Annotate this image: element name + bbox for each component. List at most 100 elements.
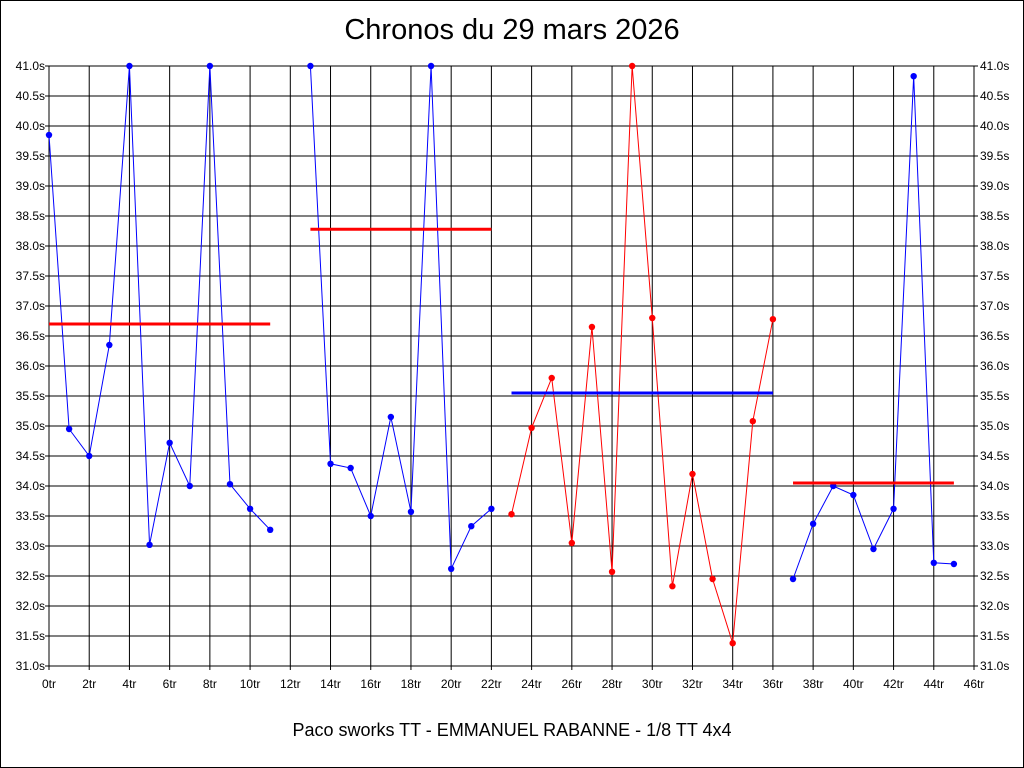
data-point bbox=[749, 418, 757, 425]
y-tick-label-right: 36.0s bbox=[980, 359, 1009, 373]
data-point bbox=[126, 62, 133, 70]
series-line bbox=[511, 65, 774, 644]
data-point bbox=[447, 565, 455, 572]
data-point bbox=[548, 374, 555, 382]
data-point bbox=[146, 541, 153, 548]
y-tick-label-right: 37.5s bbox=[980, 269, 1009, 283]
y-tick-label-right: 39.0s bbox=[980, 179, 1009, 193]
y-tick-label-right: 36.5s bbox=[980, 329, 1009, 343]
grid-lines bbox=[45, 65, 978, 670]
y-tick-label-right: 40.5s bbox=[980, 89, 1009, 103]
y-ticks-left: 31.0s 31.5s 32.0s 32.5s 33.0s 33.5s 34.0s 34.5s… bbox=[16, 59, 45, 673]
y-tick-label-left: 40.0s bbox=[16, 119, 45, 133]
y-tick-label-right: 31.0s bbox=[980, 659, 1009, 673]
data-point bbox=[45, 131, 53, 139]
x-tick-label: 0tr bbox=[42, 677, 56, 691]
data-point bbox=[86, 452, 93, 460]
y-tick-label-left: 31.0s bbox=[16, 659, 45, 673]
data-point bbox=[608, 568, 616, 575]
data-point bbox=[809, 520, 817, 527]
y-tick-label-right: 38.0s bbox=[980, 239, 1009, 253]
y-tick-label-right: 34.0s bbox=[980, 479, 1009, 493]
y-tick-label-left: 39.5s bbox=[16, 149, 45, 163]
data-point bbox=[709, 575, 716, 583]
x-tick-label: 42tr bbox=[883, 677, 904, 691]
data-point bbox=[65, 425, 73, 433]
x-ticks: 0tr 2tr 4tr 6tr 8tr 10tr 12tr 14tr 16tr 18tr 20tr 2… bbox=[42, 677, 984, 691]
data-point bbox=[890, 505, 897, 512]
y-tick-label-left: 38.0s bbox=[16, 239, 45, 253]
y-ticks-right: 31.0s 31.5s 32.0s 32.5s 33.0s 33.5s 34.0s 34.5s… bbox=[980, 59, 1009, 673]
y-tick-label-left: 37.5s bbox=[16, 269, 45, 283]
chart-title: Chronos du 29 mars 2026 bbox=[344, 14, 680, 46]
y-tick-label-right: 35.0s bbox=[980, 419, 1009, 433]
data-point bbox=[870, 545, 877, 553]
data-point bbox=[649, 314, 656, 322]
y-tick-label-left: 31.5s bbox=[16, 629, 45, 643]
y-tick-label-right: 39.5s bbox=[980, 149, 1009, 163]
y-tick-label-right: 31.5s bbox=[980, 629, 1009, 643]
x-tick-label: 20tr bbox=[441, 677, 462, 691]
y-tick-label-left: 33.0s bbox=[16, 539, 45, 553]
y-tick-label-left: 34.0s bbox=[16, 479, 45, 493]
data-point bbox=[427, 62, 435, 70]
y-tick-label-left: 36.5s bbox=[16, 329, 45, 343]
data-point bbox=[387, 413, 395, 421]
y-tick-label-right: 33.0s bbox=[980, 539, 1009, 553]
data-point bbox=[488, 505, 495, 512]
data-point bbox=[669, 583, 676, 590]
x-tick-label: 34tr bbox=[722, 677, 743, 691]
y-tick-label-right: 41.0s bbox=[980, 59, 1009, 73]
x-tick-label: 24tr bbox=[521, 677, 542, 691]
data-point bbox=[367, 512, 374, 520]
data-point bbox=[528, 424, 535, 431]
y-tick-label-left: 41.0s bbox=[16, 59, 45, 73]
data-point bbox=[930, 559, 937, 566]
x-tick-label: 26tr bbox=[561, 677, 582, 691]
data-point bbox=[628, 62, 636, 70]
series-line bbox=[48, 65, 271, 545]
y-tick-label-right: 35.5s bbox=[980, 389, 1009, 403]
y-tick-label-right: 32.5s bbox=[980, 569, 1009, 583]
data-point bbox=[789, 575, 797, 583]
x-tick-label: 40tr bbox=[843, 677, 864, 691]
y-tick-label-right: 40.0s bbox=[980, 119, 1009, 133]
x-tick-label: 28tr bbox=[602, 677, 623, 691]
data-point bbox=[910, 73, 917, 80]
data-point bbox=[468, 523, 475, 530]
x-tick-label: 22tr bbox=[481, 677, 502, 691]
y-tick-label-left: 32.0s bbox=[16, 599, 45, 613]
data-point bbox=[407, 508, 415, 515]
data-point bbox=[689, 470, 696, 478]
y-tick-label-left: 37.0s bbox=[16, 299, 45, 313]
data-point bbox=[166, 439, 173, 446]
data-point bbox=[588, 323, 596, 331]
x-tick-label: 8tr bbox=[203, 677, 217, 691]
data-point bbox=[729, 640, 736, 647]
data-point bbox=[568, 539, 576, 547]
data-point bbox=[769, 316, 777, 323]
x-tick-label: 14tr bbox=[320, 677, 341, 691]
data-point bbox=[508, 511, 515, 518]
y-tick-label-left: 40.5s bbox=[16, 89, 45, 103]
series-group bbox=[45, 62, 958, 647]
x-tick-label: 12tr bbox=[280, 677, 301, 691]
data-point bbox=[186, 482, 193, 490]
data-point bbox=[307, 62, 314, 70]
x-tick-label: 30tr bbox=[642, 677, 663, 691]
y-tick-label-right: 33.5s bbox=[980, 509, 1009, 523]
y-tick-label-left: 34.5s bbox=[16, 449, 45, 463]
y-tick-label-left: 36.0s bbox=[16, 359, 45, 373]
x-tick-label: 36tr bbox=[763, 677, 784, 691]
y-tick-label-right: 34.5s bbox=[980, 449, 1009, 463]
y-tick-label-left: 32.5s bbox=[16, 569, 45, 583]
x-tick-label: 32tr bbox=[682, 677, 703, 691]
y-tick-label-left: 35.0s bbox=[16, 419, 45, 433]
data-point bbox=[206, 62, 214, 70]
x-tick-label: 16tr bbox=[360, 677, 381, 691]
data-point bbox=[327, 460, 334, 467]
data-point bbox=[106, 341, 113, 349]
x-tick-label: 44tr bbox=[923, 677, 944, 691]
y-tick-label-right: 32.0s bbox=[980, 599, 1009, 613]
